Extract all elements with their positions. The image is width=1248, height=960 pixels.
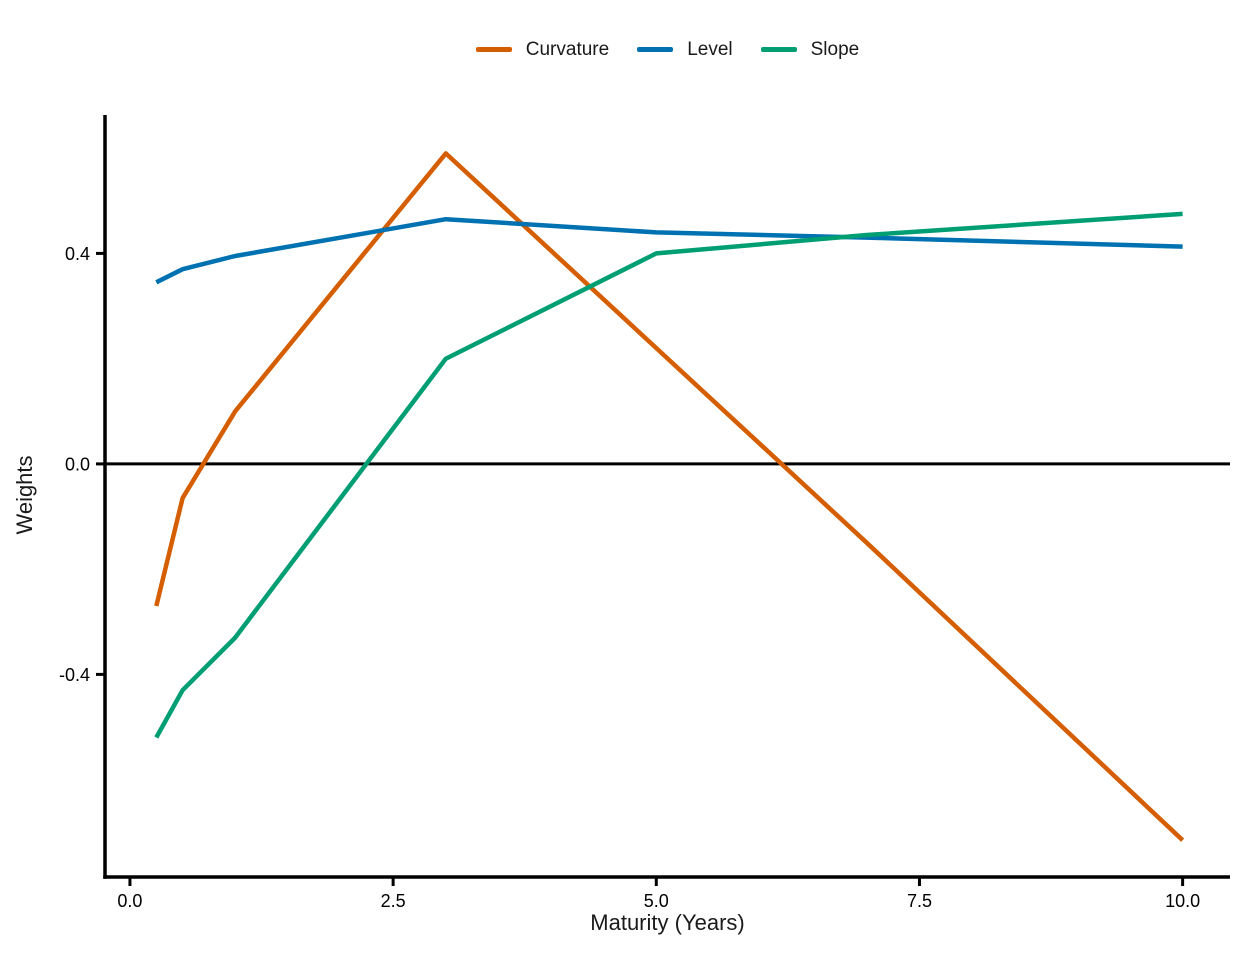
series-line-slope: [154, 211, 1183, 739]
series-line-level: [155, 216, 1183, 285]
x-axis-title: Maturity (Years): [590, 910, 745, 935]
x-tick-label: 10.0: [1165, 891, 1200, 911]
x-tick-label: 2.5: [381, 891, 406, 911]
chart-legend: Curvature Level Slope: [105, 40, 1230, 59]
legend-item-level: Level: [637, 39, 733, 60]
x-tick-label: 0.0: [117, 891, 142, 911]
y-axis-title: Weights: [12, 455, 37, 535]
legend-label-level: Level: [687, 39, 733, 60]
legend-item-slope: Slope: [760, 39, 860, 60]
legend-label-slope: Slope: [810, 39, 860, 60]
curvature-line-swatch: [475, 47, 512, 52]
legend-item-curvature: Curvature: [475, 39, 610, 60]
series-line-curvature: [154, 151, 1185, 842]
level-line-swatch: [637, 47, 674, 52]
y-tick-label: -0.4: [59, 665, 90, 685]
y-tick-label: 0.0: [65, 454, 90, 474]
y-tick-label: 0.4: [65, 244, 90, 264]
slope-line-swatch: [760, 47, 797, 52]
x-tick-label: 5.0: [644, 891, 669, 911]
x-tick-label: 7.5: [907, 891, 932, 911]
legend-label-curvature: Curvature: [525, 39, 610, 60]
